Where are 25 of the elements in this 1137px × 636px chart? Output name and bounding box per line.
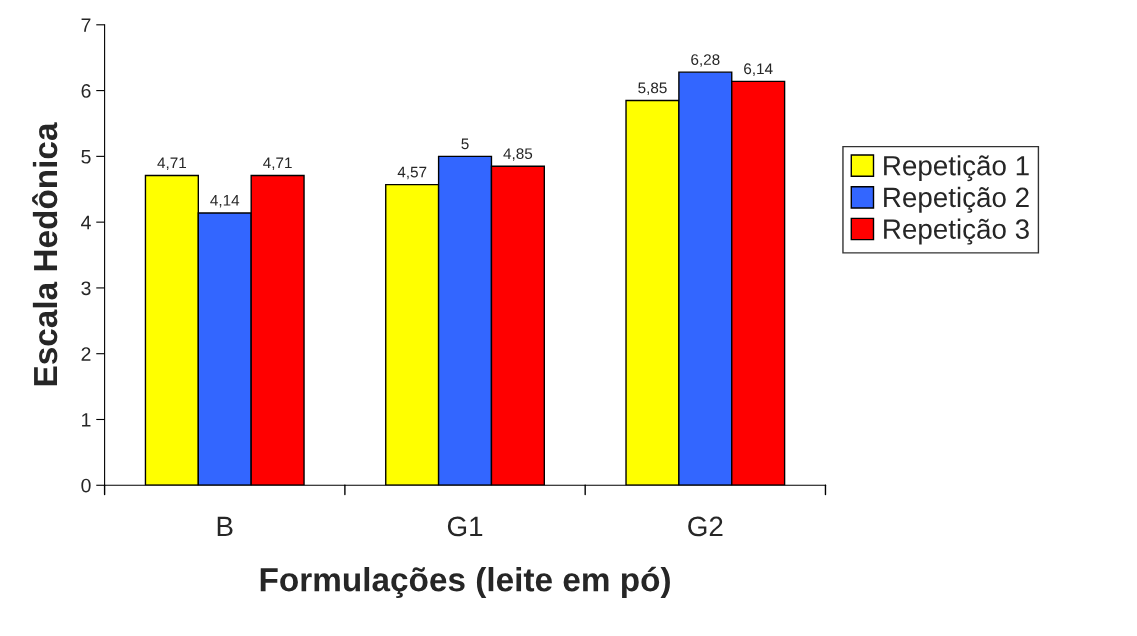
x-tick-label: G2	[688, 516, 723, 537]
data-label: 4,71	[263, 157, 292, 171]
legend-label: Repetição 3	[884, 218, 1029, 245]
y-tick-label: 2	[81, 347, 91, 361]
y-tick-label: 6	[81, 84, 91, 98]
x-tick-label: B	[217, 516, 233, 536]
legend-label: Repetição 1	[884, 155, 1029, 182]
data-label: 4,57	[397, 166, 427, 180]
x-tick-label: G1	[447, 516, 483, 537]
data-label: 5,85	[638, 82, 667, 96]
y-tick-label: 4	[81, 215, 91, 230]
y-tick-label: 5	[81, 150, 91, 164]
x-axis-title: Formulações (leite em pó)	[260, 566, 670, 599]
data-label: 6,14	[744, 63, 773, 76]
y-tick-label: 7	[81, 18, 91, 32]
y-tick-label: 0	[81, 478, 91, 493]
data-label: 4,14	[210, 195, 240, 208]
y-axis-title: Escala Hedônica	[32, 122, 58, 386]
y-tick-label: 3	[81, 281, 91, 296]
y-tick-label: 1	[82, 413, 91, 427]
data-label: 4,71	[157, 157, 187, 171]
legend-label: Repetição 2	[884, 186, 1029, 213]
data-label: 4,85	[503, 148, 533, 161]
data-label: 5	[461, 138, 469, 150]
data-label: 6,28	[691, 54, 720, 67]
